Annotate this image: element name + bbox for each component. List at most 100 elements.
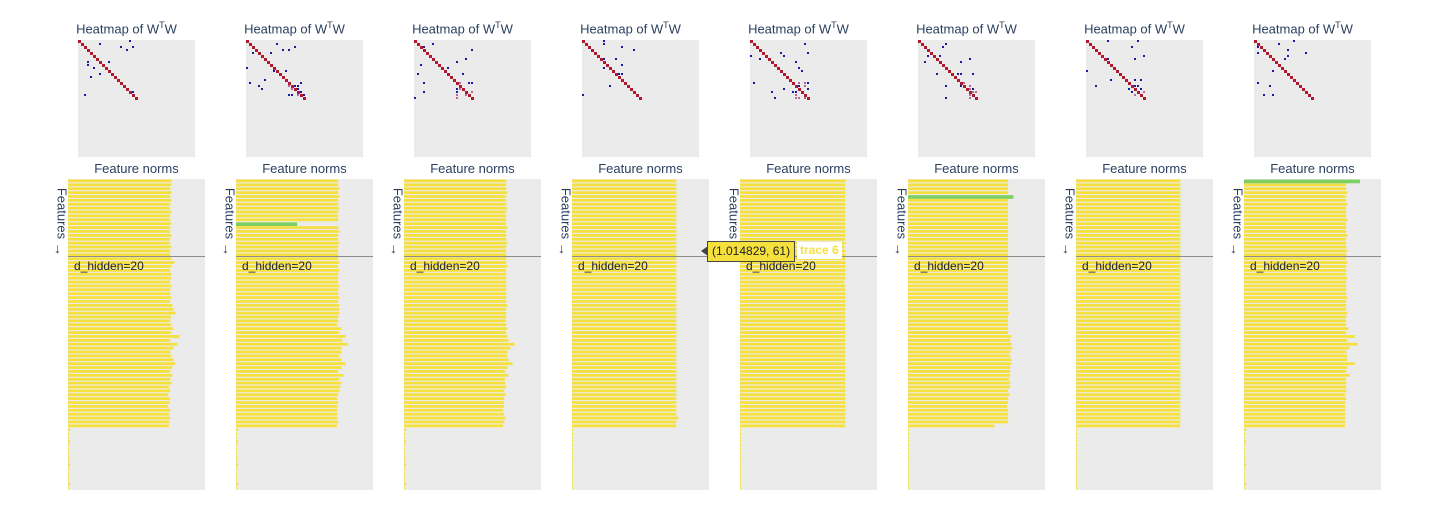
heatmap — [1086, 40, 1203, 157]
heatmap-title-suffix: W — [1004, 21, 1017, 37]
heatmap-diag-cell — [120, 82, 123, 85]
heatmap-cluster-cell — [975, 91, 977, 93]
norm-bar — [68, 346, 174, 350]
heatmap-offdiag-cell — [294, 46, 296, 48]
norm-bar — [236, 335, 346, 338]
heatmap-offdiag-cell — [618, 73, 620, 75]
norm-bar — [1244, 218, 1348, 222]
heatmap-offdiag-cell — [288, 49, 290, 51]
norm-bar — [740, 331, 846, 334]
heatmap-diag-cell — [783, 73, 786, 76]
norm-bar — [236, 237, 339, 241]
norm-bar — [740, 358, 846, 362]
norm-bar — [404, 315, 507, 319]
norm-bar — [1076, 292, 1181, 296]
norm-bar — [1244, 292, 1347, 296]
heatmap-diag-cell — [1302, 88, 1305, 91]
norm-bar — [908, 257, 1009, 261]
norm-bar — [1076, 249, 1181, 253]
heatmap-diag-cell — [1287, 73, 1290, 76]
norm-bar — [908, 451, 910, 455]
heatmap-offdiag-cell — [945, 85, 947, 87]
norm-bar — [236, 377, 340, 381]
norm-bar — [236, 202, 339, 206]
norm-bar — [236, 385, 341, 389]
heatmap-offdiag-cell — [273, 70, 275, 72]
heatmap-diag-cell — [801, 91, 804, 94]
heatmap-plot — [1086, 40, 1146, 100]
norm-bar — [1244, 451, 1246, 455]
norm-bar — [908, 272, 1009, 276]
norm-bar — [908, 199, 1009, 202]
heatmap-diag-cell — [1284, 70, 1287, 73]
norm-bar — [572, 467, 574, 470]
norm-bar — [908, 280, 1009, 284]
heatmap-offdiag-cell — [807, 52, 809, 54]
heatmap-cluster-cell — [1128, 88, 1130, 90]
norm-bar — [404, 377, 506, 381]
norm-bar — [1076, 467, 1078, 470]
heatmap-diag-cell — [132, 94, 135, 97]
heatmap-diag-cell — [1257, 43, 1260, 46]
norm-bar — [908, 381, 1011, 385]
norm-bar — [908, 296, 1009, 299]
heatmap-offdiag-cell — [1305, 52, 1307, 54]
norm-bar — [908, 366, 1011, 369]
norm-bar — [572, 432, 574, 435]
norm-bar — [572, 428, 574, 432]
norm-bar — [572, 327, 677, 331]
heatmap-diag-cell — [1107, 61, 1110, 64]
norm-bar — [404, 179, 507, 183]
norm-bar — [1244, 362, 1355, 366]
norm-bar — [740, 393, 846, 397]
heatmap-offdiag-cell — [621, 64, 623, 66]
norm-bar — [1076, 482, 1078, 486]
norm-bar — [1244, 416, 1346, 420]
norm-bar — [908, 405, 1008, 408]
norm-bar — [1076, 478, 1078, 482]
norm-bar — [68, 475, 70, 478]
norm-bar — [740, 226, 846, 229]
norms-svg — [404, 179, 515, 490]
heatmap-offdiag-cell — [456, 61, 458, 63]
norm-bar — [1076, 354, 1181, 358]
heatmap-diag-cell — [936, 58, 939, 61]
heatmap-diag-cell — [633, 91, 636, 94]
heatmap-diag-cell — [1266, 52, 1269, 55]
norm-bar — [68, 230, 171, 233]
norm-bar — [1076, 237, 1181, 241]
heatmap-diag-cell — [126, 88, 129, 91]
norm-bar — [1244, 381, 1347, 385]
norm-bar — [1244, 323, 1347, 327]
heatmap-diag-cell — [594, 52, 597, 55]
norm-bar — [404, 183, 507, 187]
heatmap-title: Heatmap of WTW — [888, 20, 1045, 36]
heatmap-diag-cell — [921, 43, 924, 46]
norm-bar — [68, 300, 171, 303]
norm-bar — [908, 354, 1011, 358]
norm-bar — [572, 475, 574, 478]
heatmap-diag-cell — [753, 43, 756, 46]
heatmap-diag-cell — [444, 70, 447, 73]
norm-bar — [1076, 451, 1078, 455]
heatmap-offdiag-cell — [420, 64, 422, 66]
heatmap-diag-cell — [630, 88, 633, 91]
norm-bar — [1244, 307, 1347, 311]
norm-bar — [1076, 401, 1181, 404]
norm-bar — [236, 288, 339, 292]
norm-bar — [1244, 412, 1346, 416]
norm-bar — [740, 288, 846, 292]
norm-bar — [908, 475, 910, 478]
norm-bar — [404, 234, 507, 237]
norm-bar — [404, 436, 406, 439]
norm-bar — [572, 385, 677, 389]
heatmap-diag-cell — [303, 97, 306, 100]
heatmap-diag-cell — [1128, 82, 1131, 85]
panel-2: Heatmap of WTW Feature norms d_hidden=20 Fe… — [222, 0, 373, 517]
norm-bar — [1076, 397, 1181, 400]
norm-bar — [908, 342, 1012, 346]
heatmap-title: Heatmap of WTW — [216, 20, 373, 36]
heatmap-cluster-cell — [288, 94, 290, 96]
norm-bar — [404, 342, 515, 346]
norm-bar — [1076, 284, 1181, 288]
